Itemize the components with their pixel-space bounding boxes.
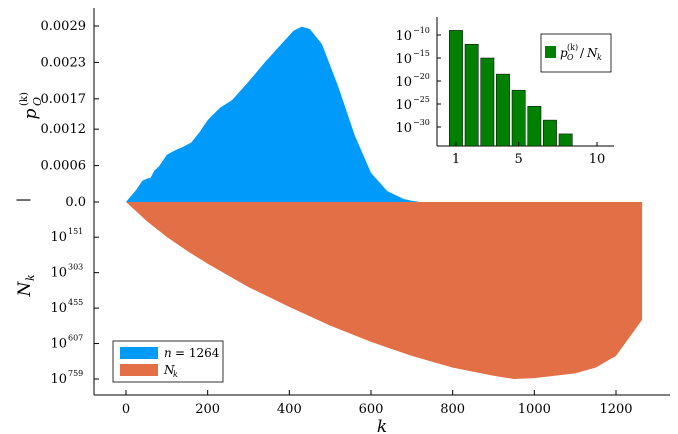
inset-legend-label: p O (k) / N k [560,43,602,62]
y-tick-label-bottom: 10 [50,266,67,281]
legend-swatch-nk [120,364,158,376]
svg-text:p: p [21,108,41,119]
legend-label-n: n = 1264 [164,346,220,360]
svg-text:p: p [560,46,568,60]
inset-y-tick-label: 10 [395,52,412,67]
y-tick-label-bottom-exp: 607 [68,334,83,343]
inset-y-tick-label: 10 [395,121,412,136]
inset-bar [558,133,573,147]
inset-y-tick-label-exp: −30 [413,118,430,127]
svg-text:(k): (k) [19,92,30,106]
inset-x-tick-label: 5 [515,152,523,167]
inset-y-tick-label-exp: −10 [413,26,430,35]
x-tick-label: 800 [440,402,465,417]
svg-text:k: k [597,53,602,62]
y-axis-label-separator: | [15,198,31,203]
inset-bar [496,73,510,147]
inset-y-tick-label: 10 [395,75,412,90]
y-axis-label-bottom: N k [15,274,37,297]
svg-text:N: N [163,363,175,377]
y-tick-label-top: 0.0 [65,195,86,210]
y-tick-label-top: 0.0006 [41,159,87,174]
main-series-group [126,26,643,379]
inset-y-tick-label-exp: −25 [413,95,430,104]
y-tick-label-bottom: 10 [50,301,67,316]
y-tick-label-top: 0.0029 [41,19,87,34]
inset-bar [511,89,526,147]
inset-y-tick-label-exp: −15 [413,49,430,58]
x-tick-label: 200 [195,402,220,417]
y-tick-label-top: 0.0023 [41,55,87,70]
inset-bar [464,43,479,147]
inset-bar [449,30,463,147]
inset-y-tick-label: 10 [395,29,412,44]
svg-text:/: / [580,46,585,60]
x-tick-label: 1000 [518,402,551,417]
y-tick-label-bottom-exp: 455 [68,298,83,307]
y-tick-label-bottom-exp: 759 [68,369,83,378]
x-tick-label: 1200 [599,402,632,417]
inset-x-tick-label: 10 [589,152,606,167]
y-tick-label-bottom-exp: 151 [68,227,83,236]
inset-bar [480,57,495,147]
svg-text:(k): (k) [567,43,578,52]
x-tick-label: 400 [277,402,302,417]
y-tick-label-bottom: 10 [50,337,67,352]
series-area-0 [126,26,643,202]
inset-bars-group [449,30,573,147]
svg-text:= 1264: = 1264 [175,346,220,360]
inset-y-tick-label-exp: −20 [413,72,430,81]
inset-legend: p O (k) / N k [540,33,612,73]
inset-legend-swatch [545,46,556,58]
y-tick-label-bottom-exp: 303 [68,263,83,272]
inset-bar [527,106,542,147]
legend-swatch-n [120,347,158,359]
svg-text:k: k [24,274,37,281]
y-tick-label-bottom: 10 [50,372,67,387]
main-ticks-group: 0 200 400 600 800 1000 1200 0.0029 0.0023 0.0017 0… [41,19,633,417]
series-area-1 [126,202,643,379]
svg-text:O: O [31,97,44,106]
inset-x-tick-label: 1 [452,152,460,167]
inset-bar [543,119,557,147]
svg-text:n: n [164,346,172,360]
x-tick-label: 600 [359,402,384,417]
y-tick-label-bottom: 10 [50,230,67,245]
y-tick-label-top: 0.0012 [41,122,87,137]
svg-text:N: N [15,280,35,297]
legend-label-nk: N k [163,363,178,379]
y-tick-label-top: 0.0017 [41,92,87,107]
x-axis-label: k [377,417,387,434]
x-tick-label: 0 [122,402,130,417]
inset-y-tick-label: 10 [395,98,412,113]
main-legend: n = 1264 N k [112,340,224,383]
svg-text:k: k [173,370,178,379]
svg-text:O: O [567,53,574,62]
y-axis-label-top: p O (k) [19,92,44,119]
svg-text:N: N [586,46,598,60]
